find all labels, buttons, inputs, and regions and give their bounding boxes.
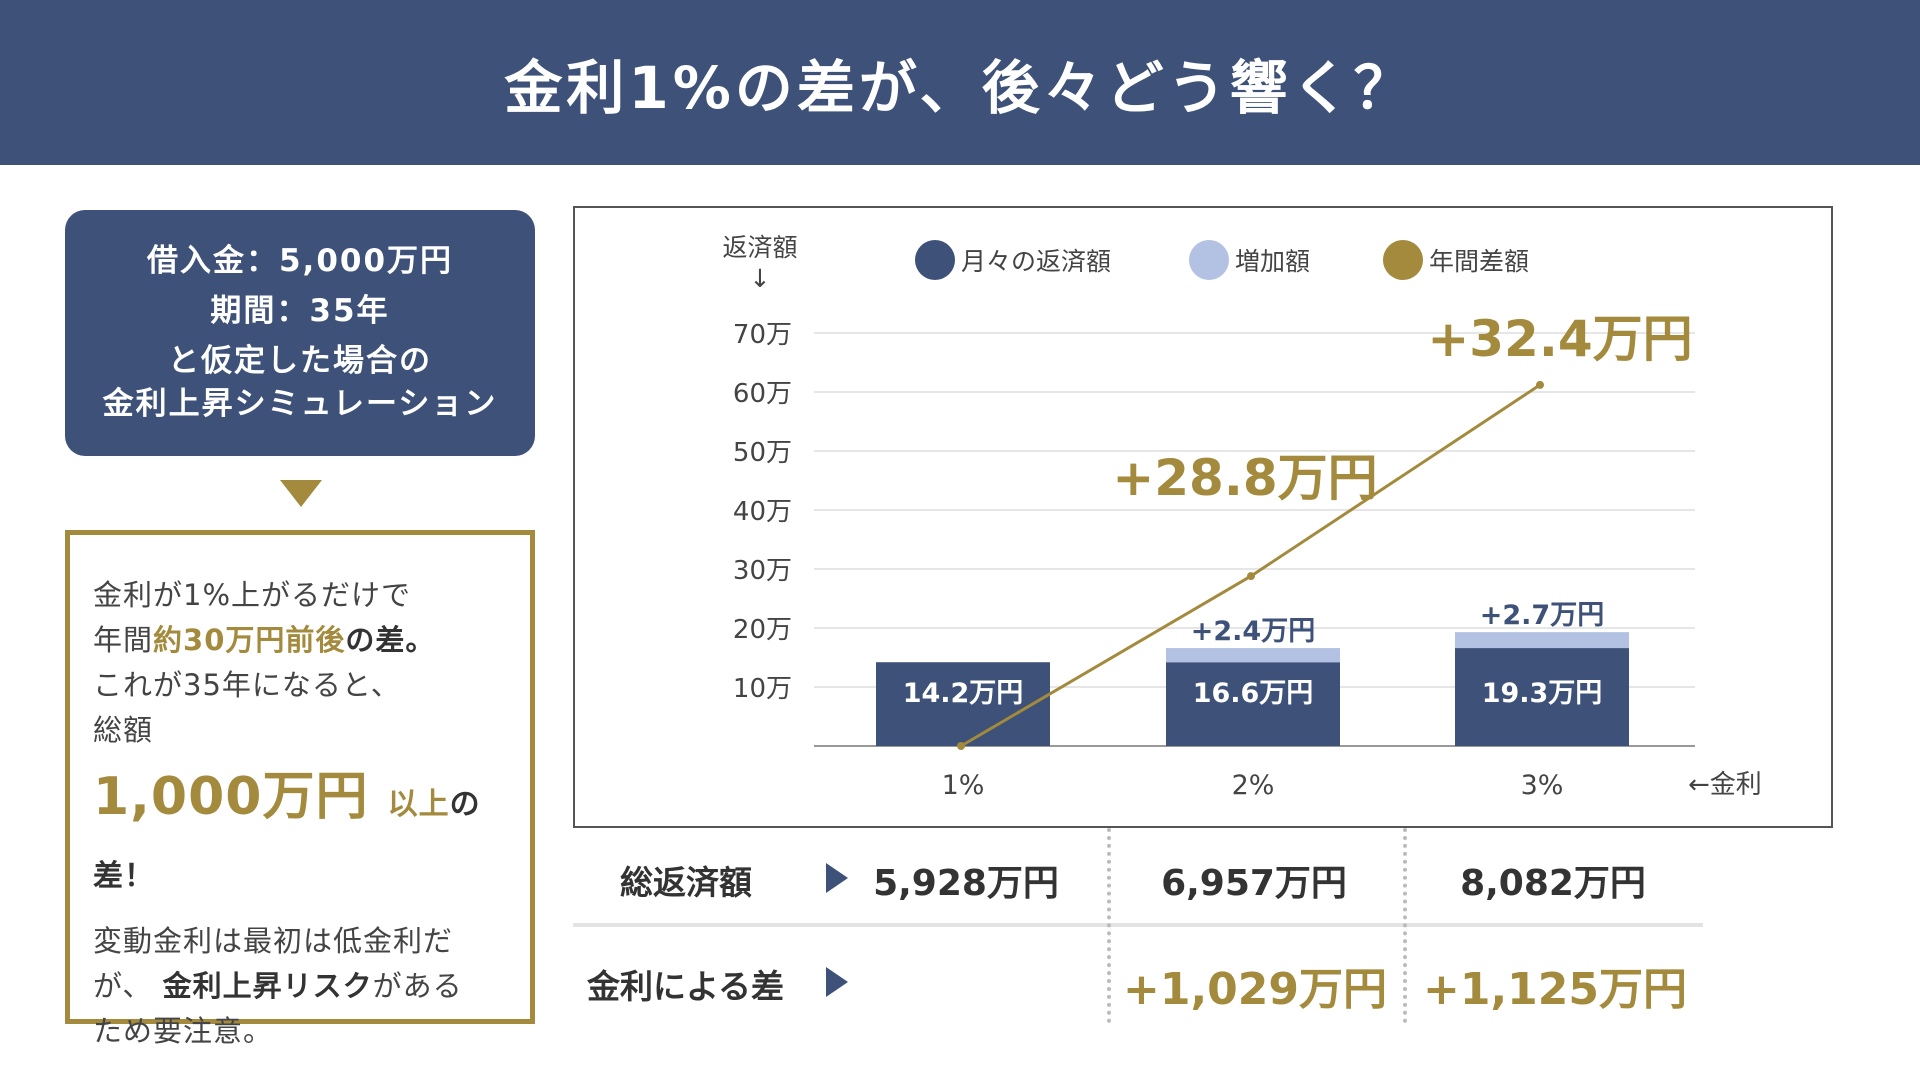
line-label: +28.8万円	[1112, 449, 1377, 507]
conditions-box: 借入金：5,000万円 期間：35年 と仮定した場合の 金利上昇シミュレーション	[65, 210, 535, 456]
conditions-caption-2: 金利上昇シミュレーション	[102, 386, 498, 422]
row-divider	[573, 923, 1703, 927]
y-label: 返済額	[722, 233, 798, 262]
y-axis-title: 返済額 ↓	[722, 228, 797, 293]
line-point	[1247, 572, 1255, 581]
header-banner: 金利1%の差が、後々どう響く？	[0, 0, 1920, 165]
legend-increase: 増加額	[1189, 240, 1310, 280]
x-axis-label: ←金利	[1688, 770, 1762, 800]
note-line: これが35年になると、	[93, 668, 401, 702]
loan-amount: 借入金：5,000万円	[146, 243, 454, 279]
bar-value-label: 16.6万円	[1193, 678, 1314, 709]
total-difference: 1,000万円 以上の差！	[93, 765, 530, 909]
x-tick-label: 3%	[1521, 770, 1564, 801]
chart-frame	[573, 206, 1833, 828]
legend-annual-diff: 年間差額	[1383, 240, 1529, 280]
page-title: 金利1%の差が、後々どう響く？	[504, 53, 1416, 122]
increase-label: +2.7万円	[1480, 600, 1604, 631]
y-tick-label: 60万	[733, 379, 792, 409]
down-triangle-icon	[280, 480, 322, 507]
diff-3pct: +1,125万円	[1422, 964, 1688, 1015]
bar-increase	[1455, 632, 1629, 649]
total-2pct: 6,957万円	[1161, 863, 1347, 904]
note-line: 変動金利は最初は低金利だ	[93, 924, 454, 958]
x-tick-label: 1%	[942, 770, 985, 801]
legend-swatch	[1383, 240, 1423, 280]
legend-label: 年間差額	[1429, 247, 1530, 276]
line-label: +32.4万円	[1427, 310, 1692, 368]
bar-value-label: 19.3万円	[1482, 678, 1603, 709]
note-line: が、 金利上昇リスクがある	[93, 964, 530, 1009]
column-divider	[1403, 828, 1407, 1023]
y-tick-label: 50万	[733, 438, 792, 468]
note-line: 金利が1%上がるだけで	[93, 578, 412, 612]
line-point	[1536, 380, 1544, 389]
bar-value-label: 14.2万円	[903, 678, 1024, 709]
note-line: 総額	[93, 713, 154, 747]
y-tick-label: 20万	[733, 615, 792, 645]
big-amount: 1,000万円	[93, 767, 369, 827]
highlight: 金利上昇リスク	[162, 969, 373, 1003]
note-line: ため要注意。	[93, 1014, 274, 1048]
y-tick-label: 10万	[733, 674, 792, 704]
highlight: 約30万円前後	[153, 623, 346, 657]
diff-2pct: +1,029万円	[1122, 964, 1388, 1015]
column-divider	[1107, 828, 1111, 1023]
legend-swatch	[915, 240, 955, 280]
note-line: 年間約30万円前後の差。	[93, 618, 530, 663]
increase-label: +2.4万円	[1191, 616, 1315, 647]
y-tick-label: 30万	[733, 556, 792, 586]
text: 年間	[93, 623, 154, 657]
text: 以上	[387, 787, 450, 822]
total-repayment-label: 総返済額	[620, 863, 752, 902]
text: の差！	[93, 787, 481, 894]
summary-box: 金利が1%上がるだけで 年間約30万円前後の差。 これが35年になると、 総額 …	[65, 530, 535, 1048]
conditions-caption: と仮定した場合の	[168, 343, 432, 379]
line-point	[957, 742, 965, 750]
bar-increase	[1166, 648, 1340, 663]
bar-monthly	[1455, 648, 1629, 746]
total-3pct: 8,082万円	[1460, 863, 1646, 904]
legend-swatch	[1189, 240, 1229, 280]
play-arrow-icon	[826, 863, 848, 893]
text: が、	[93, 969, 153, 1003]
text: の差。	[345, 623, 436, 657]
x-tick-label: 2%	[1232, 770, 1275, 801]
legend-label: 増加額	[1235, 247, 1311, 276]
play-arrow-icon	[826, 967, 848, 997]
bar-monthly	[1166, 662, 1340, 746]
y-tick-label: 40万	[733, 497, 792, 527]
down-arrow-icon: ↓	[749, 264, 771, 293]
legend-monthly: 月々の返済額	[915, 240, 1111, 280]
total-1pct: 5,928万円	[873, 863, 1059, 904]
y-tick-label: 70万	[733, 320, 792, 350]
rate-difference-label: 金利による差	[587, 967, 785, 1006]
bar-monthly	[876, 662, 1050, 746]
text: がある	[372, 969, 463, 1003]
legend-label: 月々の返済額	[961, 247, 1112, 276]
loan-period: 期間：35年	[210, 293, 390, 329]
